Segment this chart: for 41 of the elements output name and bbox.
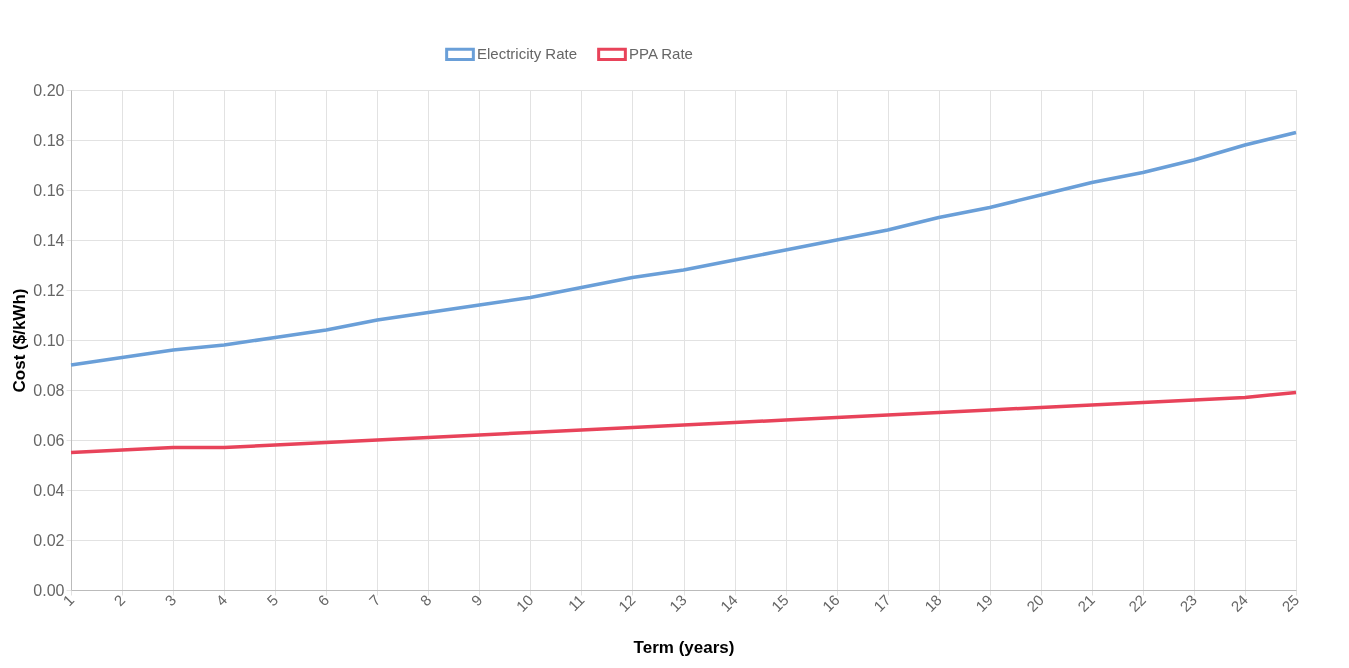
x-tick-label: 11 bbox=[564, 591, 588, 615]
y-axis-title: Cost ($/kWh) bbox=[10, 288, 30, 393]
x-tick-label: 5 bbox=[263, 591, 282, 610]
x-tick-label: 16 bbox=[818, 591, 843, 615]
x-tick-label: 8 bbox=[416, 591, 435, 610]
x-tick-label: 2 bbox=[110, 591, 129, 610]
x-tick-label: 24 bbox=[1227, 591, 1252, 615]
x-tick-label: 20 bbox=[1023, 591, 1047, 615]
y-tick-label: 0.10 bbox=[33, 331, 65, 349]
x-tick-label: 17 bbox=[870, 591, 894, 615]
y-tick-label: 0.04 bbox=[33, 481, 65, 499]
x-tick-label: 10 bbox=[512, 591, 537, 615]
y-tick-label: 0.20 bbox=[33, 81, 65, 99]
x-tick-label: 7 bbox=[365, 591, 384, 610]
y-tick-label: 0.12 bbox=[33, 281, 65, 299]
x-tick-label: 4 bbox=[212, 591, 231, 610]
y-tick-label: 0.06 bbox=[33, 431, 65, 449]
y-tick-label: 0.00 bbox=[33, 581, 65, 599]
x-tick-label: 15 bbox=[767, 591, 792, 615]
x-tick-label: 25 bbox=[1278, 591, 1303, 615]
x-tick-label: 19 bbox=[972, 591, 996, 615]
y-tick-label: 0.14 bbox=[33, 231, 65, 249]
legend-label: PPA Rate bbox=[629, 45, 693, 63]
x-axis-title: Term (years) bbox=[633, 637, 735, 657]
line-series bbox=[69, 130, 1298, 367]
x-tick-label: 21 bbox=[1074, 591, 1098, 615]
line-series bbox=[69, 390, 1298, 455]
x-tick-label: 18 bbox=[921, 591, 945, 615]
x-tick-label: 22 bbox=[1125, 591, 1150, 615]
x-tick-label: 3 bbox=[161, 591, 180, 610]
legend-label: Electricity Rate bbox=[477, 45, 578, 63]
y-tick-label: 0.18 bbox=[33, 131, 65, 149]
x-tick-label: 13 bbox=[665, 591, 690, 615]
x-tick-label: 12 bbox=[614, 591, 639, 615]
x-tick-label: 9 bbox=[467, 591, 486, 610]
x-tick-label: 14 bbox=[716, 591, 741, 615]
y-tick-label: 0.16 bbox=[33, 181, 65, 199]
y-tick-label: 0.02 bbox=[33, 531, 65, 549]
x-tick-label: 6 bbox=[314, 591, 333, 610]
x-tick-label: 23 bbox=[1176, 591, 1201, 615]
y-tick-label: 0.08 bbox=[33, 381, 65, 399]
